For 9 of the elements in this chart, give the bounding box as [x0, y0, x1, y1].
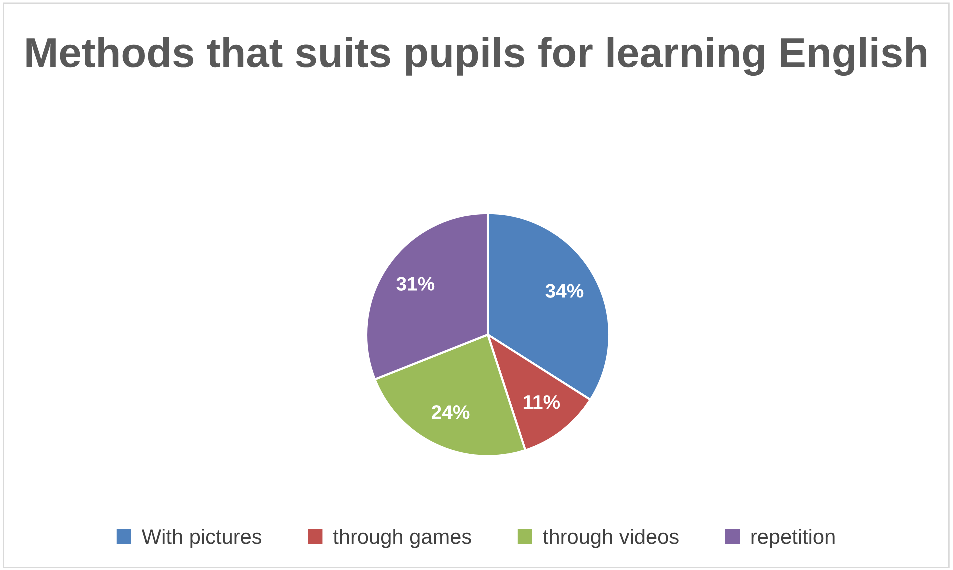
data-label: 34%: [546, 284, 584, 298]
data-label: 31%: [396, 277, 435, 291]
legend-label: With pictures: [142, 528, 262, 548]
data-label: 11%: [524, 396, 560, 410]
legend-label: through videos: [543, 528, 679, 548]
data-label: 24%: [432, 405, 470, 420]
legend-label: through games: [333, 528, 472, 548]
legend-label: repetition: [752, 528, 835, 548]
chart-title: Methods that suits pupils for learning English: [26, 37, 927, 76]
